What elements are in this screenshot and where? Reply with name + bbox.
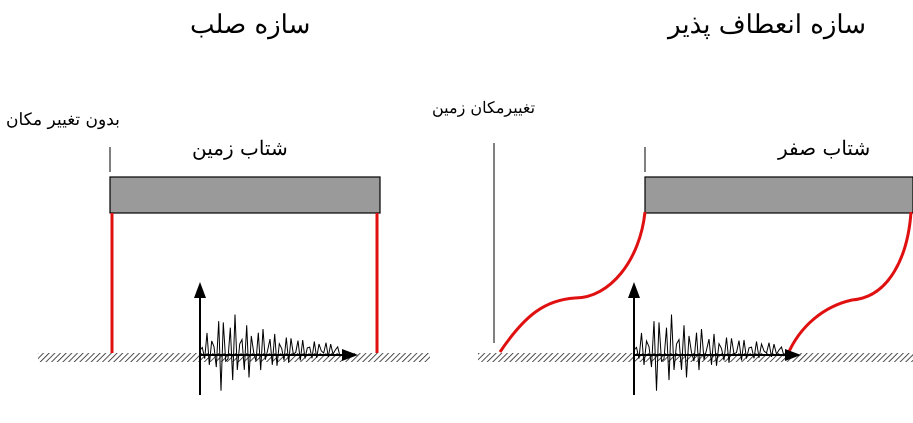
- label-zero-acceleration: شتاب صفر: [778, 136, 871, 160]
- label-ground-acceleration: شتاب زمین: [192, 136, 288, 160]
- column-right-b: [785, 211, 913, 357]
- label-no-displacement: بدون تغییر مکان: [6, 110, 120, 130]
- ground-left: [38, 353, 430, 362]
- beam-right: [644, 176, 913, 214]
- ground-right: [478, 353, 913, 362]
- title-flexible: سازه انعطاف پذیر: [668, 10, 867, 40]
- column-right-a: [498, 211, 647, 353]
- label-ground-displacement: تغییرمکان زمین: [432, 98, 536, 117]
- accelerogram-right: [628, 282, 801, 395]
- accelerogram-left: [194, 282, 358, 395]
- title-rigid: سازه صلب: [190, 10, 311, 40]
- beam-left: [109, 176, 381, 214]
